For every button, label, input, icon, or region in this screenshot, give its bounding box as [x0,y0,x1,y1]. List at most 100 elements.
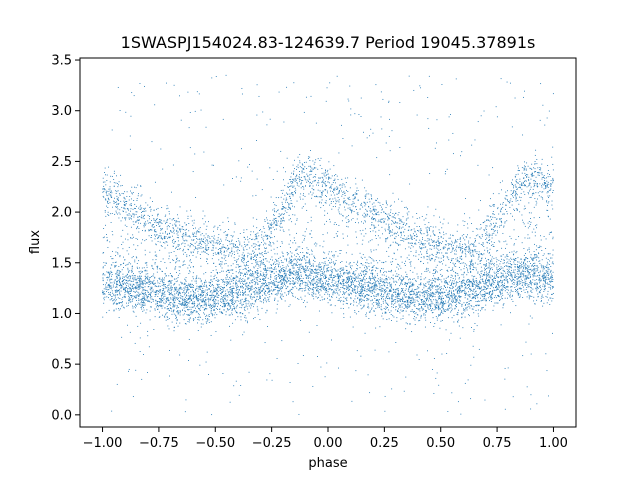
data-point [398,274,400,276]
data-point [494,224,496,226]
data-point [371,269,373,271]
data-point [157,305,158,307]
data-point [432,279,434,281]
data-point [342,285,344,287]
data-point [192,276,194,278]
data-point [548,233,550,235]
data-point [264,247,265,249]
data-point [268,225,270,227]
data-point [305,270,307,272]
data-point [530,263,531,264]
data-point [248,288,249,290]
data-point [391,297,393,299]
data-point [498,284,500,286]
data-point [363,277,365,279]
data-point [342,275,343,277]
data-point [292,267,294,269]
data-point [366,201,368,203]
data-point [464,292,466,294]
data-point [206,320,208,322]
data-point [493,297,495,299]
data-point [376,157,378,159]
data-point [250,280,252,282]
data-point [299,288,301,289]
data-point [349,187,351,189]
data-point [271,256,273,258]
data-point [205,289,207,291]
data-point [262,278,264,280]
data-point [184,243,186,245]
data-point [433,215,435,217]
data-point [210,290,212,292]
data-point [221,246,223,248]
data-point [459,296,461,298]
data-point [220,238,222,240]
data-point [293,281,295,283]
data-point [195,295,197,297]
data-point [547,181,549,183]
data-point [375,213,377,215]
data-point [412,246,414,248]
data-point [304,203,306,205]
data-point [471,144,473,146]
data-point [397,308,399,310]
data-point [107,195,109,197]
data-point [504,367,506,369]
data-point [270,249,272,251]
data-point [146,264,148,266]
data-point [324,376,326,378]
data-point [388,351,390,353]
data-point [493,265,495,267]
data-point [471,327,472,328]
data-point [457,291,459,293]
data-point [372,276,374,278]
data-point [297,269,299,271]
data-point [428,281,430,283]
data-point [429,228,430,230]
data-point [231,309,233,311]
data-point [281,298,283,300]
data-point [122,304,123,306]
data-point [293,170,295,172]
data-point [257,232,259,234]
data-point [253,291,255,293]
data-point [281,287,283,289]
data-point [187,267,189,269]
data-point [208,221,209,223]
data-point [231,295,233,297]
data-point [320,280,322,282]
data-point [325,274,327,276]
data-point [208,301,210,303]
data-point [399,265,401,267]
data-point [441,311,443,313]
data-point [254,294,256,296]
data-point [342,308,344,310]
data-point [374,210,376,212]
data-point [496,264,498,266]
data-point [129,214,131,216]
data-point [350,298,352,300]
data-point [473,244,475,246]
data-point [152,299,154,301]
data-point [425,311,427,313]
data-point [177,227,179,229]
data-point [525,341,527,343]
data-point [472,230,474,232]
data-point [533,264,535,266]
data-point [123,284,124,285]
data-point [509,279,511,281]
data-point [348,272,350,274]
data-point [148,300,150,302]
data-point [206,244,208,246]
data-point [232,296,234,298]
data-point [241,245,243,247]
data-point [507,272,508,274]
data-point [270,267,272,269]
data-point [130,226,132,228]
data-point [381,298,383,300]
data-point [274,236,275,238]
data-point [143,222,145,224]
data-point [521,167,523,169]
data-point [515,181,517,182]
data-point [493,214,495,216]
